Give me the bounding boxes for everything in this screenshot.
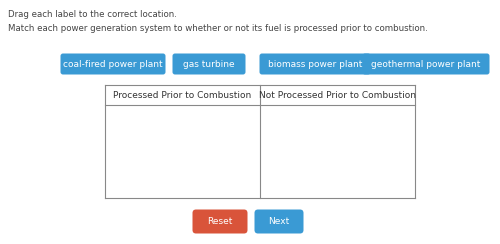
FancyBboxPatch shape	[172, 53, 246, 74]
FancyBboxPatch shape	[192, 210, 248, 234]
Text: Drag each label to the correct location.: Drag each label to the correct location.	[8, 10, 177, 19]
Text: Match each power generation system to whether or not its fuel is processed prior: Match each power generation system to wh…	[8, 24, 428, 33]
Text: biomass power plant: biomass power plant	[268, 60, 362, 69]
FancyBboxPatch shape	[260, 53, 370, 74]
Text: geothermal power plant: geothermal power plant	[372, 60, 480, 69]
Text: Not Processed Prior to Combustion: Not Processed Prior to Combustion	[259, 91, 416, 100]
Text: Reset: Reset	[208, 217, 233, 226]
Text: coal-fired power plant: coal-fired power plant	[63, 60, 163, 69]
FancyBboxPatch shape	[362, 53, 490, 74]
FancyBboxPatch shape	[254, 210, 304, 234]
FancyBboxPatch shape	[60, 53, 166, 74]
Text: gas turbine: gas turbine	[183, 60, 235, 69]
Text: Next: Next	[268, 217, 289, 226]
Text: Processed Prior to Combustion: Processed Prior to Combustion	[114, 91, 252, 100]
